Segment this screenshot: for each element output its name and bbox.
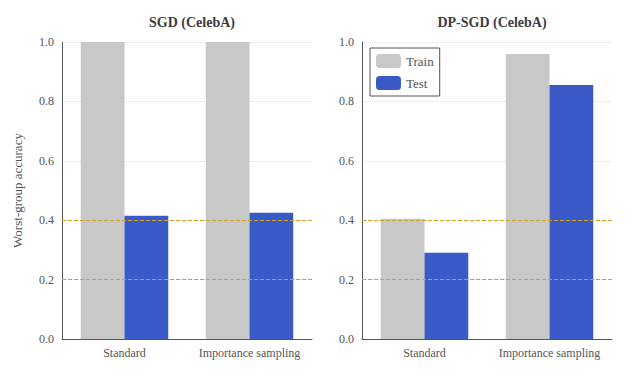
svg-text:0.8: 0.8	[39, 94, 54, 108]
svg-text:1.0: 1.0	[339, 35, 354, 49]
svg-text:0.2: 0.2	[339, 273, 354, 287]
svg-text:DP-SGD (CelebA): DP-SGD (CelebA)	[437, 15, 547, 31]
svg-text:0.4: 0.4	[39, 213, 54, 227]
svg-text:Train: Train	[406, 54, 434, 69]
svg-text:0.0: 0.0	[339, 332, 354, 346]
svg-text:0.6: 0.6	[39, 154, 54, 168]
svg-text:0.8: 0.8	[339, 94, 354, 108]
svg-text:Worst-group accuracy: Worst-group accuracy	[10, 133, 25, 248]
svg-text:0.4: 0.4	[339, 213, 354, 227]
svg-text:Standard: Standard	[103, 346, 146, 360]
svg-text:Test: Test	[406, 76, 428, 91]
svg-text:SGD (CelebA): SGD (CelebA)	[149, 15, 235, 31]
svg-text:0.2: 0.2	[39, 273, 54, 287]
svg-text:0.0: 0.0	[39, 332, 54, 346]
svg-text:0.6: 0.6	[339, 154, 354, 168]
svg-text:Importance sampling: Importance sampling	[199, 346, 301, 360]
svg-text:Standard: Standard	[403, 346, 446, 360]
svg-text:Importance sampling: Importance sampling	[499, 346, 601, 360]
svg-text:1.0: 1.0	[39, 35, 54, 49]
